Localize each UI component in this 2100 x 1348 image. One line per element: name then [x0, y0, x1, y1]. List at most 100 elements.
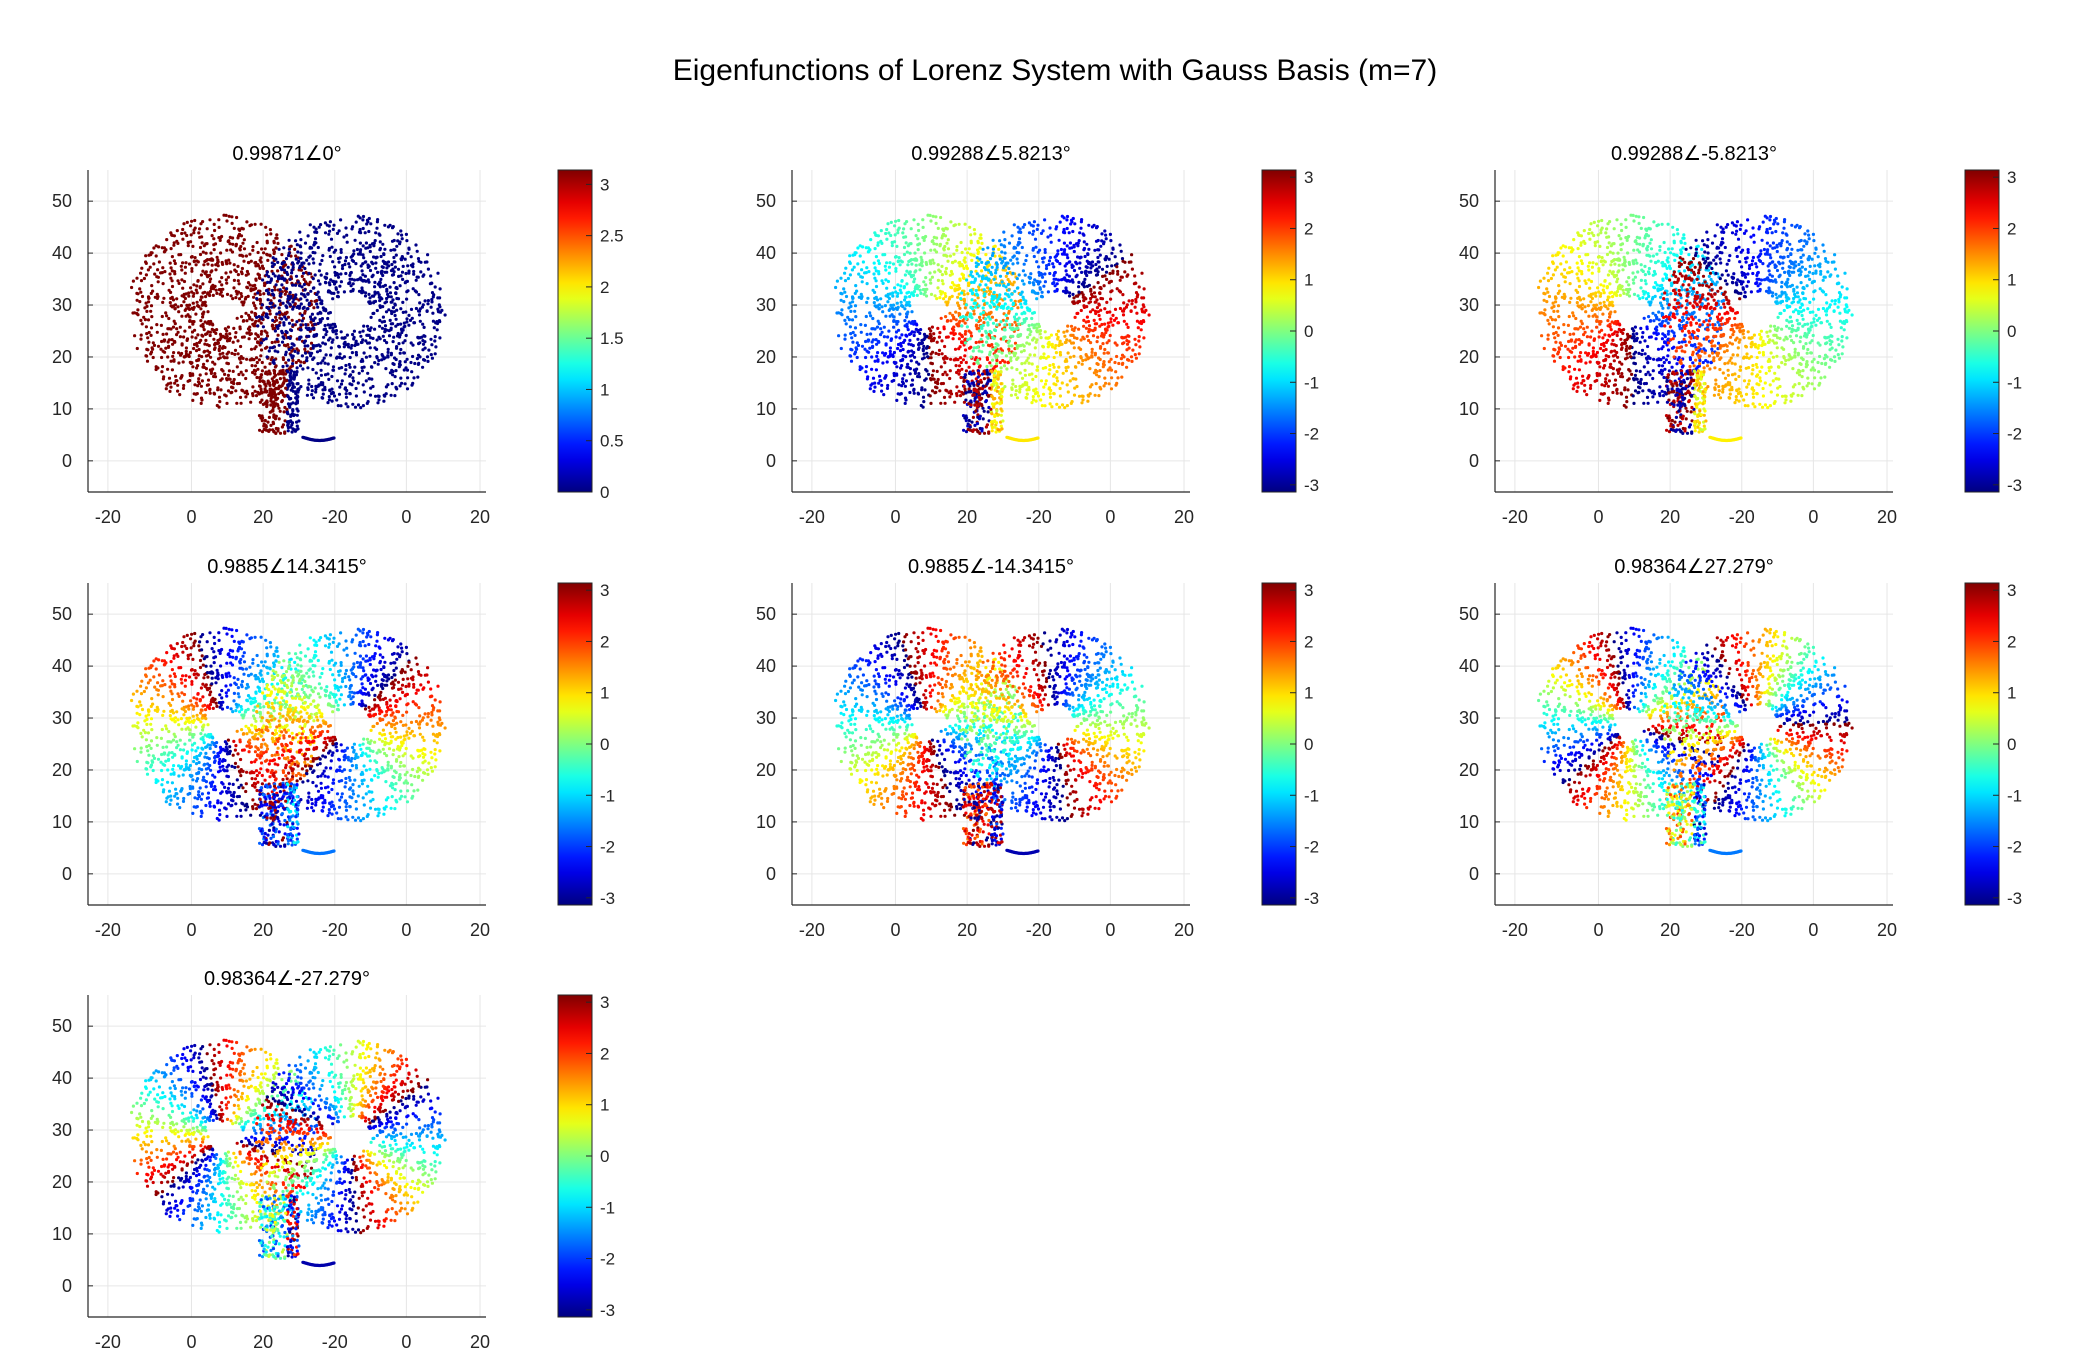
data-point: [321, 254, 325, 258]
data-point: [307, 262, 311, 266]
data-point: [921, 395, 926, 399]
data-point: [394, 357, 398, 362]
data-point: [207, 320, 211, 325]
data-point: [241, 356, 245, 360]
data-point: [865, 282, 869, 286]
data-point: [909, 227, 913, 231]
data-point: [228, 261, 232, 265]
data-point: [225, 292, 230, 296]
data-point: [1126, 273, 1130, 277]
data-point: [977, 329, 982, 333]
data-point: [182, 222, 186, 226]
data-point: [191, 398, 195, 402]
data-point: [208, 280, 212, 284]
data-point: [312, 225, 316, 229]
data-point: [229, 270, 233, 274]
data-point: [1111, 247, 1115, 251]
data-point: [895, 307, 899, 311]
data-point: [218, 344, 222, 348]
data-point: [1032, 389, 1036, 393]
data-point: [352, 337, 356, 341]
data-point: [886, 222, 890, 226]
data-point: [348, 273, 352, 277]
data-point: [155, 292, 159, 296]
data-point: [969, 389, 973, 394]
data-point: [850, 348, 854, 352]
data-point: [249, 289, 253, 293]
data-point: [398, 333, 402, 337]
data-point: [185, 220, 189, 224]
data-point: [337, 260, 341, 264]
data-point: [265, 252, 269, 256]
data-point: [307, 382, 311, 386]
data-point: [392, 270, 396, 274]
data-point: [959, 360, 963, 365]
data-point: [883, 264, 887, 268]
data-point: [288, 405, 292, 409]
data-point: [904, 379, 909, 383]
data-point: [218, 280, 222, 284]
data-point: [977, 274, 981, 278]
data-point: [1077, 285, 1081, 289]
data-point: [1114, 370, 1118, 374]
data-point: [856, 343, 861, 347]
data-point: [908, 372, 912, 376]
data-point: [191, 365, 195, 369]
data-point: [1117, 361, 1121, 366]
data-point: [1086, 252, 1090, 257]
data-point: [286, 343, 290, 347]
data-point: [966, 251, 970, 255]
data-point: [948, 254, 953, 258]
data-point: [1129, 260, 1133, 264]
data-point: [360, 369, 364, 373]
data-point: [942, 395, 947, 399]
data-point: [1011, 334, 1015, 338]
data-point: [843, 290, 847, 294]
data-point: [946, 247, 951, 251]
data-point: [1089, 287, 1093, 291]
data-point: [902, 252, 907, 257]
data-point: [228, 332, 232, 336]
data-point: [1046, 345, 1050, 349]
data-point: [275, 337, 279, 341]
data-point: [843, 333, 847, 337]
data-point: [377, 335, 381, 339]
data-point: [1003, 323, 1007, 327]
data-point: [223, 336, 228, 340]
data-point: [282, 246, 286, 250]
data-point: [929, 361, 933, 365]
data-point: [286, 265, 290, 269]
data-point: [1096, 255, 1100, 260]
data-point: [1043, 272, 1047, 276]
data-point: [265, 239, 269, 243]
data-point: [1055, 332, 1059, 337]
data-point: [1093, 351, 1097, 355]
data-point: [244, 273, 248, 277]
data-point: [263, 365, 267, 369]
data-point: [184, 346, 188, 350]
data-point: [887, 308, 891, 312]
data-point: [291, 283, 295, 287]
data-point: [368, 249, 372, 254]
data-point: [953, 400, 957, 404]
data-point: [1002, 364, 1007, 368]
data-point: [948, 369, 952, 373]
data-point: [320, 396, 324, 400]
data-point: [231, 386, 235, 390]
data-point: [318, 349, 322, 353]
data-point: [270, 261, 274, 265]
data-point: [199, 295, 203, 299]
data-point: [383, 223, 387, 227]
data-point: [194, 312, 198, 316]
data-point: [160, 271, 164, 275]
data-point: [1066, 351, 1070, 355]
data-point: [334, 280, 338, 284]
data-point: [274, 246, 278, 250]
data-point: [1031, 377, 1035, 381]
data-point: [249, 347, 254, 351]
data-point: [1021, 269, 1025, 273]
data-point: [843, 318, 847, 322]
data-point: [295, 424, 299, 428]
data-point: [881, 310, 885, 314]
data-point: [1024, 258, 1028, 263]
